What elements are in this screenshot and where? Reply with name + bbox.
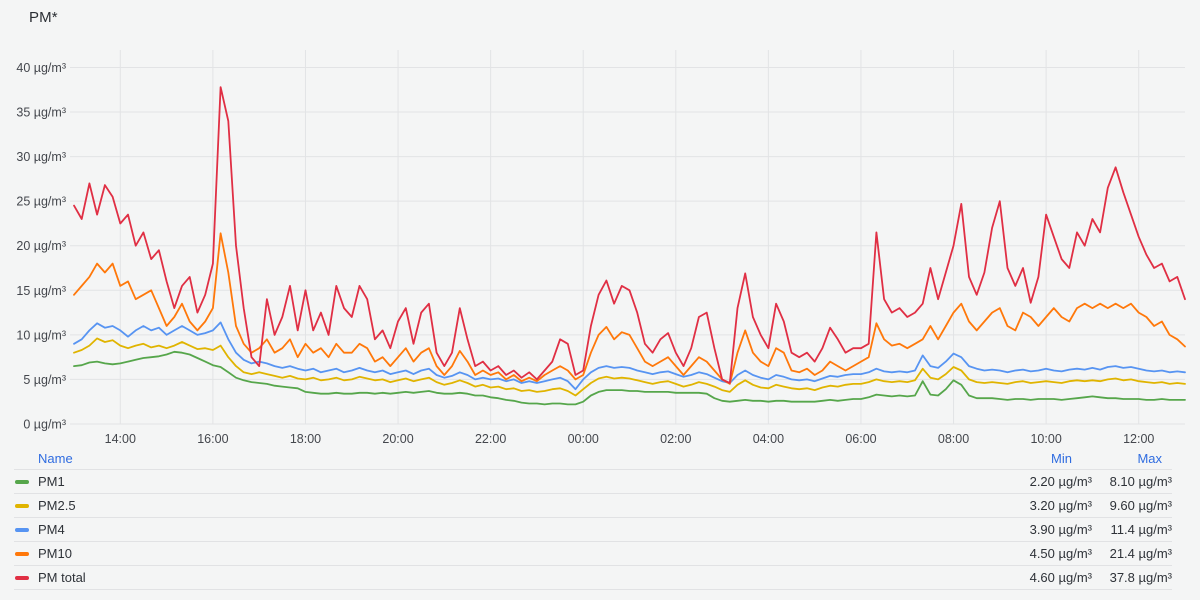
x-axis-label: 02:00 [660, 432, 691, 446]
series-color-swatch[interactable] [15, 527, 29, 532]
legend-series-name[interactable]: PM total [38, 570, 86, 585]
series-line-pm10[interactable] [73, 232, 1186, 385]
legend-header-max[interactable]: Max [1137, 450, 1162, 466]
legend-series-min: 4.50 µg/m³ [1029, 546, 1092, 561]
legend-row-pm1: PM1 2.20 µg/m³ 8.10 µg/m³ [14, 470, 1172, 494]
x-axis-label: 06:00 [845, 432, 876, 446]
series-color-swatch[interactable] [15, 503, 29, 508]
x-axis-label: 18:00 [290, 432, 321, 446]
legend-series-name[interactable]: PM2.5 [38, 498, 76, 513]
legend-series-max: 11.4 µg/m³ [1110, 522, 1172, 537]
legend-row-pm10: PM10 4.50 µg/m³ 21.4 µg/m³ [14, 542, 1172, 566]
legend-series-name[interactable]: PM10 [38, 546, 72, 561]
series-line-pm-total[interactable] [73, 86, 1186, 384]
y-axis-label: 0 µg/m³ [23, 418, 66, 432]
y-axis-label: 40 µg/m³ [16, 61, 66, 75]
y-axis-label: 35 µg/m³ [16, 106, 66, 120]
legend-series-min: 4.60 µg/m³ [1029, 570, 1092, 585]
y-axis-label: 15 µg/m³ [16, 284, 66, 298]
x-axis-label: 22:00 [475, 432, 506, 446]
y-axis-label: 30 µg/m³ [16, 150, 66, 164]
legend-table: Name Min Max PM1 2.20 µg/m³ 8.10 µg/m³ P… [14, 447, 1172, 590]
legend-series-max: 9.60 µg/m³ [1109, 498, 1172, 513]
legend-row-pm2-5: PM2.5 3.20 µg/m³ 9.60 µg/m³ [14, 494, 1172, 518]
series-color-swatch[interactable] [15, 551, 29, 556]
x-axis-label: 16:00 [197, 432, 228, 446]
x-axis-label: 12:00 [1123, 432, 1154, 446]
legend-header-name[interactable]: Name [38, 450, 73, 466]
legend-series-min: 3.20 µg/m³ [1029, 498, 1092, 513]
legend-series-min: 2.20 µg/m³ [1029, 474, 1092, 489]
series-color-swatch[interactable] [15, 575, 29, 580]
series-line-pm1[interactable] [73, 350, 1186, 406]
x-axis-label: 14:00 [105, 432, 136, 446]
series-color-swatch[interactable] [15, 479, 29, 484]
legend-series-max: 37.8 µg/m³ [1109, 570, 1172, 585]
y-axis-label: 25 µg/m³ [16, 195, 66, 209]
series-line-pm2-5[interactable] [73, 337, 1186, 397]
x-axis-label: 10:00 [1030, 432, 1061, 446]
pm-chart[interactable]: 0 µg/m³ 5 µg/m³ 10 µg/m³ 15 µg/m³ 20 µg/m³ 25… [0, 0, 1200, 447]
x-axis-label: 20:00 [382, 432, 413, 446]
x-axis-label: 08:00 [938, 432, 969, 446]
panel-title[interactable]: PM* [29, 9, 58, 26]
legend-header-row: Name Min Max [14, 447, 1172, 470]
legend-series-name[interactable]: PM4 [38, 522, 65, 537]
legend-row-pm-total: PM total 4.60 µg/m³ 37.8 µg/m³ [14, 566, 1172, 590]
x-axis-label: 00:00 [568, 432, 599, 446]
legend-series-max: 8.10 µg/m³ [1109, 474, 1172, 489]
legend-header-min[interactable]: Min [1051, 450, 1072, 466]
y-axis-label: 10 µg/m³ [16, 328, 66, 342]
y-axis-label: 5 µg/m³ [23, 373, 66, 387]
legend-series-name[interactable]: PM1 [38, 474, 65, 489]
legend-row-pm4: PM4 3.90 µg/m³ 11.4 µg/m³ [14, 518, 1172, 542]
x-axis-label: 04:00 [753, 432, 784, 446]
legend-series-max: 21.4 µg/m³ [1109, 546, 1172, 561]
legend-series-min: 3.90 µg/m³ [1029, 522, 1092, 537]
y-axis-label: 20 µg/m³ [16, 239, 66, 253]
